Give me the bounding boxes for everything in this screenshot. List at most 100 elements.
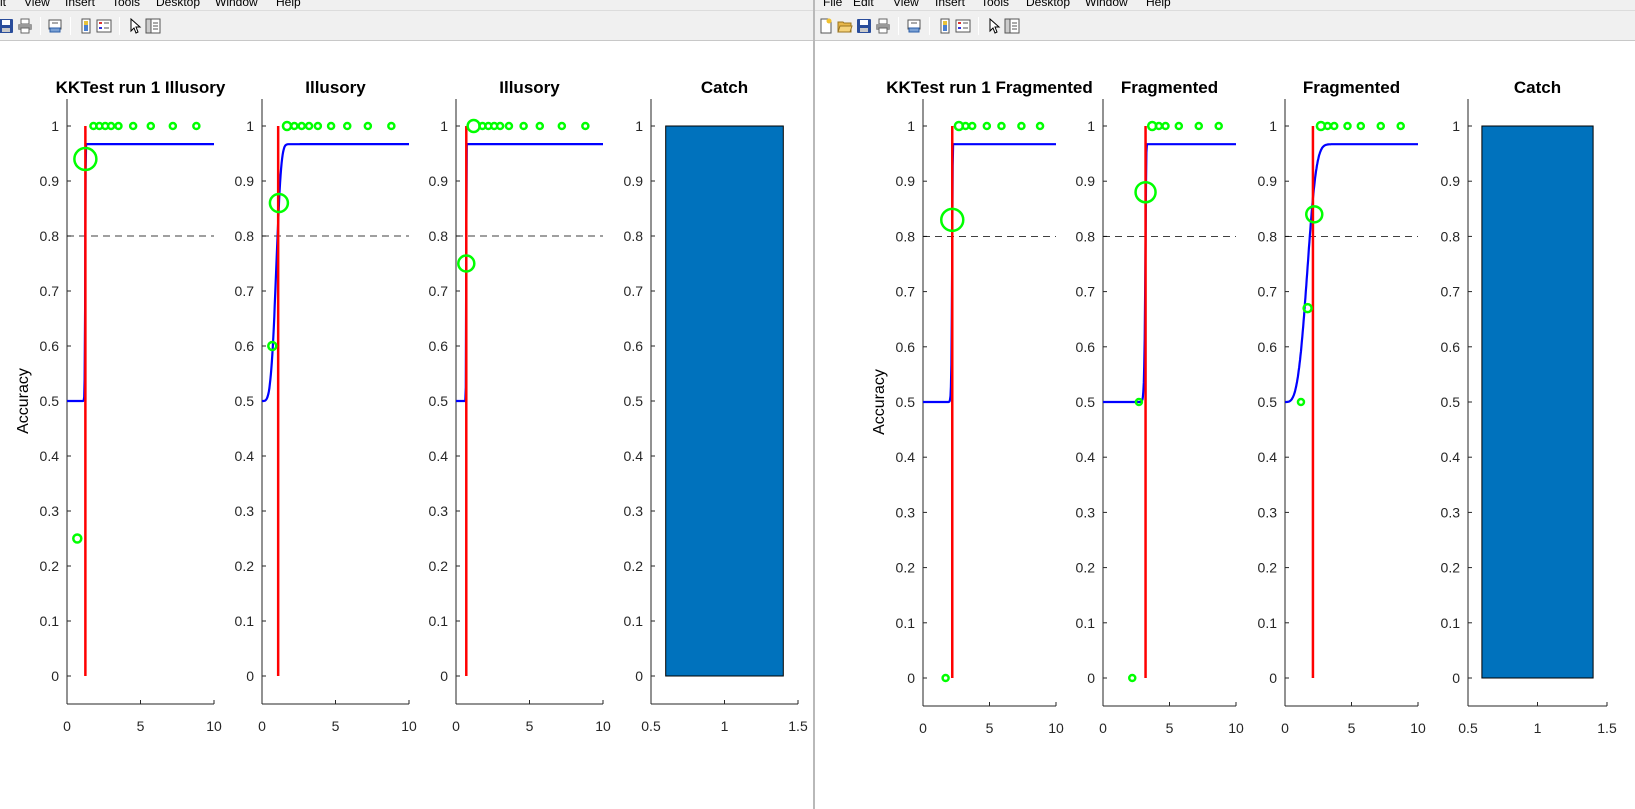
- x-tick-label: 0.5: [641, 718, 661, 734]
- y-tick-label: 0: [246, 668, 254, 684]
- x-tick-label: 0: [452, 718, 460, 734]
- print-icon[interactable]: [17, 18, 33, 34]
- y-tick-label: 0: [1269, 670, 1277, 686]
- legend-icon[interactable]: [96, 18, 112, 34]
- property-inspector-icon[interactable]: [1004, 18, 1020, 34]
- x-tick-label: 0: [1281, 720, 1289, 736]
- data-point: [1329, 121, 1339, 131]
- y-tick-label: 0.8: [429, 228, 449, 244]
- x-tick-label: 10: [1410, 720, 1426, 736]
- y-tick-label: 0.1: [429, 613, 449, 629]
- colorbar-icon[interactable]: [78, 18, 94, 34]
- y-tick-label: 0.3: [1441, 504, 1461, 520]
- menu-desktop[interactable]: Desktop: [1026, 0, 1071, 9]
- figure-plots-left: KKTest run 1 Illusory Accuracy 0 0.1 0.2 0.3 0…: [15, 78, 808, 734]
- y-tick-label: 0.5: [624, 393, 644, 409]
- y-tick-label: 0.4: [429, 448, 449, 464]
- menu-tools[interactable]: Tools: [981, 0, 1010, 9]
- data-point: [1154, 121, 1164, 131]
- y-tick-label: 0.3: [1076, 504, 1096, 520]
- y-tick-label: 0.8: [1258, 228, 1278, 244]
- data-point: [557, 121, 567, 131]
- menu-help[interactable]: Help: [1146, 0, 1171, 9]
- pointer-icon[interactable]: [127, 18, 143, 34]
- y-tick-label: 0.2: [1441, 560, 1461, 576]
- bar: [665, 125, 784, 677]
- plot-title: Catch: [701, 78, 748, 97]
- y-tick-label: 0.8: [40, 228, 60, 244]
- y-tick-label: 0.3: [1258, 504, 1278, 520]
- y-tick-label: 0.9: [624, 173, 644, 189]
- menu-window[interactable]: Window: [215, 0, 258, 9]
- y-tick-label: 1: [51, 118, 59, 134]
- menu-edit[interactable]: it: [0, 0, 6, 9]
- x-tick-label: 1.5: [788, 718, 808, 734]
- x-tick-label: 0: [258, 718, 266, 734]
- save-icon[interactable]: [0, 18, 14, 34]
- data-point: [961, 121, 970, 131]
- y-tick-label: 0.7: [896, 284, 916, 300]
- y-tick-label: 0.5: [235, 393, 255, 409]
- axes-6: Fragmented00.10.20.30.40.50.60.70.80.910…: [1076, 78, 1244, 736]
- menu-tools[interactable]: Tools: [112, 0, 141, 9]
- data-point: [466, 118, 481, 134]
- menu-insert[interactable]: Insert: [935, 0, 966, 9]
- menu-window[interactable]: Window: [1085, 0, 1128, 9]
- print-preview-icon[interactable]: [47, 18, 63, 34]
- menu-edit[interactable]: Edit: [853, 0, 874, 9]
- data-point: [1305, 205, 1324, 224]
- menu-file[interactable]: File: [823, 0, 843, 9]
- axes-4: Catch 0 0.1 0.2 0.3 0.4 0.5 0.6 0.7 0.8 0.9 1 0.5 1 1.…: [624, 78, 808, 734]
- y-tick-label: 0.8: [624, 228, 644, 244]
- fit-curve: [262, 143, 409, 403]
- y-tick-label: 0.8: [235, 228, 255, 244]
- property-inspector-icon[interactable]: [145, 18, 161, 34]
- menu-view[interactable]: View: [24, 0, 50, 9]
- print-preview-icon[interactable]: [906, 18, 922, 34]
- y-tick-label: 1: [440, 118, 448, 134]
- y-tick-label: 0.8: [1441, 228, 1461, 244]
- menu-bar: File Edit View Insert Tools Desktop Wind…: [815, 0, 1635, 10]
- colorbar-icon[interactable]: [937, 18, 953, 34]
- y-tick-label: 0.4: [1441, 449, 1461, 465]
- open-icon[interactable]: [837, 18, 853, 34]
- y-tick-label: 0.7: [40, 283, 60, 299]
- data-point: [363, 121, 373, 131]
- y-tick-label: 0.5: [1441, 394, 1461, 410]
- menu-desktop[interactable]: Desktop: [156, 0, 201, 9]
- menu-help[interactable]: Help: [276, 0, 301, 9]
- y-tick-label: 0.9: [235, 173, 255, 189]
- menu-insert[interactable]: Insert: [65, 0, 96, 9]
- y-tick-label: 0.2: [40, 558, 60, 574]
- pointer-icon[interactable]: [986, 18, 1002, 34]
- new-figure-icon[interactable]: [818, 18, 834, 34]
- y-tick-label: 0.7: [235, 283, 255, 299]
- y-tick-label: 0.6: [235, 338, 255, 354]
- data-point: [457, 254, 476, 273]
- fit-curve: [1285, 143, 1418, 404]
- save-icon[interactable]: [856, 18, 872, 34]
- menu-view[interactable]: View: [893, 0, 919, 9]
- y-tick-label: 0.8: [1076, 228, 1096, 244]
- y-tick-label: 0.1: [1076, 615, 1096, 631]
- y-tick-label: 0.4: [40, 448, 60, 464]
- y-tick-label: 0.9: [896, 173, 916, 189]
- x-tick-label: 10: [206, 718, 222, 734]
- menu-bar: it View Insert Tools Desktop Window Help: [0, 0, 813, 10]
- x-tick-label: 0: [1099, 720, 1107, 736]
- data-point: [106, 121, 116, 131]
- y-tick-label: 1: [1452, 118, 1460, 134]
- data-point: [1343, 121, 1352, 131]
- data-point: [1134, 180, 1157, 204]
- data-point: [73, 146, 98, 172]
- data-point: [1017, 121, 1026, 131]
- y-tick-label: 0.5: [40, 393, 60, 409]
- data-point: [1376, 121, 1386, 131]
- data-point: [940, 207, 965, 233]
- legend-icon[interactable]: [955, 18, 971, 34]
- plot-title: KKTest run 1 Illusory: [56, 78, 226, 97]
- print-icon[interactable]: [875, 18, 891, 34]
- x-tick-label: 1: [1534, 720, 1542, 736]
- data-point: [1302, 302, 1313, 314]
